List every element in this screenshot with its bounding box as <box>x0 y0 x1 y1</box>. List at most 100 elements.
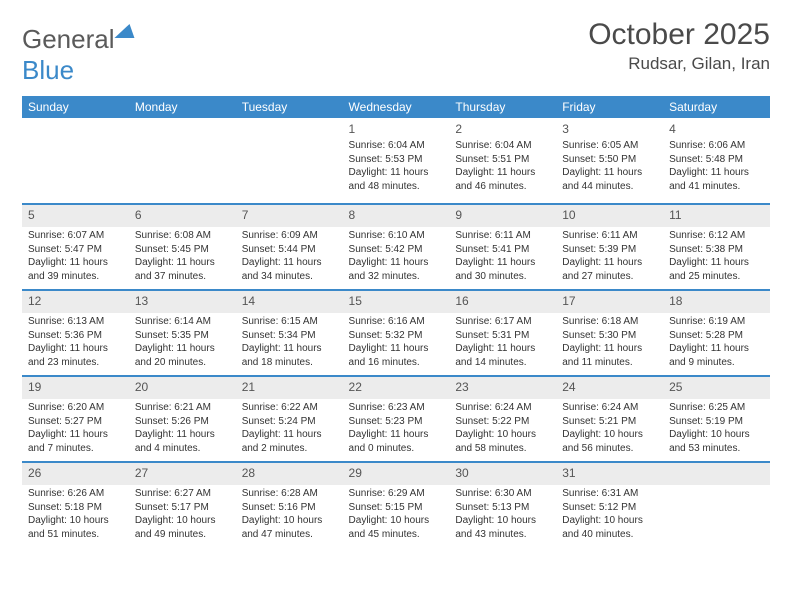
calendar-week: 12Sunrise: 6:13 AMSunset: 5:36 PMDayligh… <box>22 290 770 376</box>
sunrise-text: Sunrise: 6:06 AM <box>669 139 764 153</box>
sunrise-text: Sunrise: 6:18 AM <box>562 315 657 329</box>
sunset-text: Sunset: 5:36 PM <box>28 329 123 343</box>
day-number: 16 <box>455 293 550 309</box>
logo-triangle-icon <box>114 24 139 38</box>
calendar-cell: 25 Sunrise: 6:25 AMSunset: 5:19 PMDayligh… <box>663 376 770 462</box>
daylight-text: Daylight: 11 hours and 20 minutes. <box>135 342 230 369</box>
sunset-text: Sunset: 5:16 PM <box>242 501 337 515</box>
sunrise-text: Sunrise: 6:29 AM <box>349 487 444 501</box>
day-data: Sunrise: 6:20 AMSunset: 5:27 PMDaylight:… <box>28 401 123 455</box>
sunset-text: Sunset: 5:38 PM <box>669 243 764 257</box>
sunset-text: Sunset: 5:44 PM <box>242 243 337 257</box>
page-title: October 2025 <box>588 18 770 52</box>
day-data: Sunrise: 6:07 AMSunset: 5:47 PMDaylight:… <box>28 229 123 283</box>
daylight-text: Daylight: 11 hours and 2 minutes. <box>242 428 337 455</box>
day-number: 22 <box>349 379 444 395</box>
day-data: Sunrise: 6:31 AMSunset: 5:12 PMDaylight:… <box>562 487 657 541</box>
sunrise-text: Sunrise: 6:04 AM <box>349 139 444 153</box>
daylight-text: Daylight: 11 hours and 16 minutes. <box>349 342 444 369</box>
sunset-text: Sunset: 5:53 PM <box>349 153 444 167</box>
calendar-week: 5 Sunrise: 6:07 AMSunset: 5:47 PMDaylight… <box>22 204 770 290</box>
calendar-cell: 23Sunrise: 6:24 AMSunset: 5:22 PMDayligh… <box>449 376 556 462</box>
day-number: 25 <box>669 379 764 395</box>
day-number: 23 <box>455 379 550 395</box>
day-data: Sunrise: 6:22 AMSunset: 5:24 PMDaylight:… <box>242 401 337 455</box>
daylight-text: Daylight: 10 hours and 47 minutes. <box>242 514 337 541</box>
day-number: 29 <box>349 465 444 481</box>
day-header: Monday <box>129 96 236 118</box>
day-data: Sunrise: 6:14 AMSunset: 5:35 PMDaylight:… <box>135 315 230 369</box>
day-number: 26 <box>28 465 123 481</box>
daylight-text: Daylight: 11 hours and 41 minutes. <box>669 166 764 193</box>
day-number: 13 <box>135 293 230 309</box>
daylight-text: Daylight: 11 hours and 14 minutes. <box>455 342 550 369</box>
day-number: 19 <box>28 379 123 395</box>
day-number: 20 <box>135 379 230 395</box>
daylight-text: Daylight: 11 hours and 34 minutes. <box>242 256 337 283</box>
logo-text: General Blue <box>22 24 137 86</box>
sunrise-text: Sunrise: 6:13 AM <box>28 315 123 329</box>
calendar-cell: 31Sunrise: 6:31 AMSunset: 5:12 PMDayligh… <box>556 462 663 548</box>
daylight-text: Daylight: 11 hours and 30 minutes. <box>455 256 550 283</box>
sunrise-text: Sunrise: 6:05 AM <box>562 139 657 153</box>
calendar-cell: 18Sunrise: 6:19 AMSunset: 5:28 PMDayligh… <box>663 290 770 376</box>
sunset-text: Sunset: 5:24 PM <box>242 415 337 429</box>
day-data: Sunrise: 6:13 AMSunset: 5:36 PMDaylight:… <box>28 315 123 369</box>
sunset-text: Sunset: 5:42 PM <box>349 243 444 257</box>
sunset-text: Sunset: 5:31 PM <box>455 329 550 343</box>
sunset-text: Sunset: 5:27 PM <box>28 415 123 429</box>
sunrise-text: Sunrise: 6:23 AM <box>349 401 444 415</box>
calendar-body: 1 Sunrise: 6:04 AMSunset: 5:53 PM Daylight… <box>22 118 770 548</box>
calendar-week: 26Sunrise: 6:26 AMSunset: 5:18 PMDayligh… <box>22 462 770 548</box>
sunrise-text: Sunrise: 6:25 AM <box>669 401 764 415</box>
calendar-cell: 26Sunrise: 6:26 AMSunset: 5:18 PMDayligh… <box>22 462 129 548</box>
day-data: Sunrise: 6:10 AMSunset: 5:42 PMDaylight:… <box>349 229 444 283</box>
sunrise-text: Sunrise: 6:22 AM <box>242 401 337 415</box>
daylight-text: Daylight: 10 hours and 56 minutes. <box>562 428 657 455</box>
day-number: 24 <box>562 379 657 395</box>
sunset-text: Sunset: 5:32 PM <box>349 329 444 343</box>
day-data: Sunrise: 6:25 AMSunset: 5:19 PMDaylight:… <box>669 401 764 455</box>
sunrise-text: Sunrise: 6:21 AM <box>135 401 230 415</box>
sunset-text: Sunset: 5:26 PM <box>135 415 230 429</box>
daylight-text: Daylight: 10 hours and 53 minutes. <box>669 428 764 455</box>
day-header: Wednesday <box>343 96 450 118</box>
sunset-text: Sunset: 5:48 PM <box>669 153 764 167</box>
sunset-text: Sunset: 5:13 PM <box>455 501 550 515</box>
daylight-text: Daylight: 10 hours and 40 minutes. <box>562 514 657 541</box>
calendar-cell: 7Sunrise: 6:09 AMSunset: 5:44 PMDaylight… <box>236 204 343 290</box>
day-number: 18 <box>669 293 764 309</box>
daylight-text: Daylight: 11 hours and 25 minutes. <box>669 256 764 283</box>
calendar-table: SundayMondayTuesdayWednesdayThursdayFrid… <box>22 96 770 548</box>
calendar-cell: 16 Sunrise: 6:17 AMSunset: 5:31 PMDayligh… <box>449 290 556 376</box>
sunrise-text: Sunrise: 6:28 AM <box>242 487 337 501</box>
sunrise-text: Sunrise: 6:31 AM <box>562 487 657 501</box>
day-data: Sunrise: 6:17 AMSunset: 5:31 PMDaylight:… <box>455 315 550 369</box>
sunrise-text: Sunrise: 6:12 AM <box>669 229 764 243</box>
calendar-cell: 2Sunrise: 6:04 AMSunset: 5:51 PMDaylight… <box>449 118 556 204</box>
day-number: 17 <box>562 293 657 309</box>
calendar-cell <box>663 462 770 548</box>
day-number: 8 <box>349 207 444 223</box>
calendar-cell: 20Sunrise: 6:21 AMSunset: 5:26 PMDayligh… <box>129 376 236 462</box>
day-number: 3 <box>562 121 657 137</box>
day-number: 1 <box>349 121 444 137</box>
sunset-text: Sunset: 5:19 PM <box>669 415 764 429</box>
calendar-cell: 8 Sunrise: 6:10 AMSunset: 5:42 PMDaylight… <box>343 204 450 290</box>
day-data: Sunrise: 6:24 AMSunset: 5:21 PMDaylight:… <box>562 401 657 455</box>
day-number: 5 <box>28 207 123 223</box>
day-data: Sunrise: 6:04 AMSunset: 5:51 PMDaylight:… <box>455 139 550 193</box>
sunrise-text: Sunrise: 6:08 AM <box>135 229 230 243</box>
calendar-cell: 28Sunrise: 6:28 AMSunset: 5:16 PMDayligh… <box>236 462 343 548</box>
calendar-cell <box>129 118 236 204</box>
sunset-text: Sunset: 5:30 PM <box>562 329 657 343</box>
calendar-cell: 12Sunrise: 6:13 AMSunset: 5:36 PMDayligh… <box>22 290 129 376</box>
daylight-text: Daylight: 10 hours and 51 minutes. <box>28 514 123 541</box>
sunset-text: Sunset: 5:23 PM <box>349 415 444 429</box>
sunrise-text: Sunrise: 6:24 AM <box>562 401 657 415</box>
day-number: 4 <box>669 121 764 137</box>
day-number: 14 <box>242 293 337 309</box>
day-header: Tuesday <box>236 96 343 118</box>
calendar-cell: 30Sunrise: 6:30 AMSunset: 5:13 PMDayligh… <box>449 462 556 548</box>
calendar-cell: 29Sunrise: 6:29 AMSunset: 5:15 PMDayligh… <box>343 462 450 548</box>
